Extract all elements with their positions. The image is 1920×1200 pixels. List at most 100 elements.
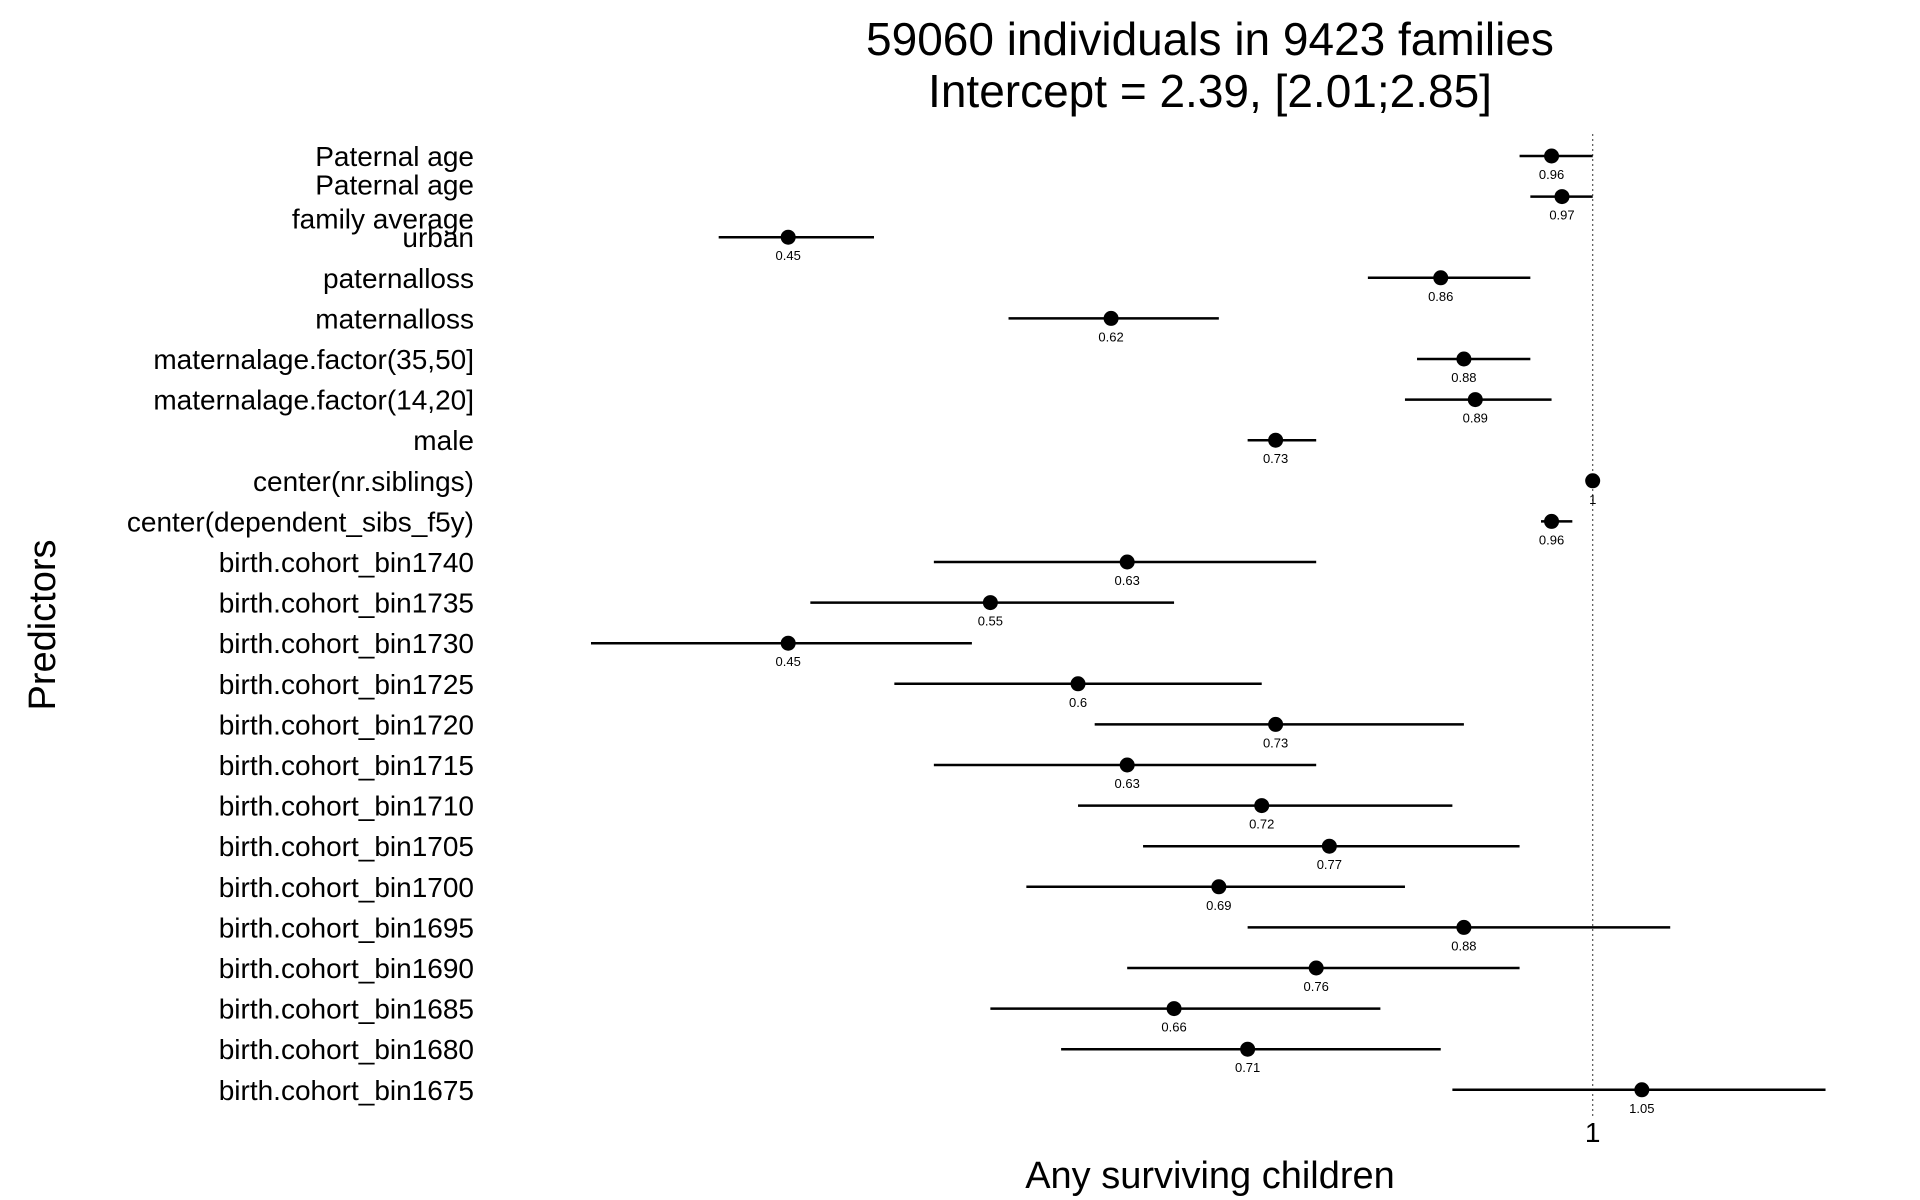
estimate-value-label: 0.63 — [1115, 573, 1140, 588]
estimate-value-label: 1.05 — [1629, 1101, 1654, 1116]
estimate-value-label: 0.73 — [1263, 735, 1288, 750]
predictor-label: birth.cohort_bin1695 — [219, 912, 474, 943]
estimate-value-label: 0.73 — [1263, 451, 1288, 466]
estimate-point — [1321, 838, 1337, 854]
predictor-label: birth.cohort_bin1735 — [219, 588, 474, 619]
estimate-value-label: 0.97 — [1549, 208, 1574, 223]
estimate-value-label: 1 — [1589, 492, 1596, 507]
predictor-row: maternalage.factor(14,20] 0.89 — [153, 385, 1552, 426]
estimate-point — [982, 595, 998, 611]
predictor-label: birth.cohort_bin1725 — [219, 669, 474, 700]
predictor-row: birth.cohort_bin1690 0.76 — [219, 953, 1520, 994]
estimate-point — [1211, 879, 1227, 895]
estimate-value-label: 0.45 — [776, 248, 801, 263]
estimate-point — [1268, 716, 1284, 732]
predictor-label: maternalloss — [315, 303, 474, 334]
predictor-row: birth.cohort_bin1740 0.63 — [219, 547, 1317, 588]
estimate-value-label: 0.86 — [1428, 289, 1453, 304]
predictor-row: Paternal age 0.96 — [315, 141, 1593, 182]
estimate-value-label: 0.66 — [1161, 1020, 1186, 1035]
predictor-row: urban 0.45 — [402, 222, 874, 263]
predictor-row: birth.cohort_bin1685 0.66 — [219, 994, 1381, 1035]
predictor-label: birth.cohort_bin1715 — [219, 750, 474, 781]
predictor-label: male — [413, 425, 474, 456]
predictor-label: Paternal age — [315, 170, 474, 201]
chart-title: 59060 individuals in 9423 families — [866, 13, 1554, 65]
estimate-value-label: 0.62 — [1098, 329, 1123, 344]
estimate-point — [1634, 1082, 1650, 1098]
estimate-value-label: 0.76 — [1304, 979, 1329, 994]
estimate-point — [1456, 351, 1472, 367]
estimate-point — [1070, 676, 1086, 692]
estimate-point — [1544, 148, 1560, 164]
estimate-point — [1554, 189, 1570, 205]
y-axis-title: Predictors — [22, 539, 64, 710]
estimate-point — [780, 229, 796, 245]
estimate-value-label: 0.77 — [1317, 857, 1342, 872]
predictor-label: maternalage.factor(35,50] — [153, 344, 474, 375]
predictor-label: birth.cohort_bin1710 — [219, 791, 474, 822]
predictor-row: birth.cohort_bin1695 0.88 — [219, 912, 1671, 953]
estimate-value-label: 0.71 — [1235, 1060, 1260, 1075]
predictor-row: birth.cohort_bin1720 0.73 — [219, 709, 1464, 750]
predictor-row: birth.cohort_bin1680 0.71 — [219, 1034, 1441, 1075]
predictor-label: paternalloss — [323, 263, 474, 294]
predictor-label: center(dependent_sibs_f5y) — [127, 506, 474, 537]
predictor-row: paternalloss 0.86 — [323, 263, 1531, 304]
predictor-label: Paternal age — [315, 141, 474, 172]
predictor-row: birth.cohort_bin1715 0.63 — [219, 750, 1317, 791]
predictor-label: family average — [292, 204, 474, 235]
predictor-label: birth.cohort_bin1690 — [219, 953, 474, 984]
predictor-row: birth.cohort_bin1730 0.45 — [219, 628, 972, 669]
predictor-row: birth.cohort_bin1710 0.72 — [219, 791, 1453, 832]
x-tick-label: 1 — [1585, 1117, 1601, 1148]
chart-subtitle: Intercept = 2.39, [2.01;2.85] — [928, 65, 1492, 117]
estimate-point — [780, 635, 796, 651]
predictor-label: birth.cohort_bin1730 — [219, 628, 474, 659]
predictor-label: birth.cohort_bin1675 — [219, 1075, 474, 1106]
estimate-value-label: 0.96 — [1539, 532, 1564, 547]
estimate-point — [1456, 919, 1472, 935]
predictor-label: birth.cohort_bin1680 — [219, 1034, 474, 1065]
estimate-point — [1467, 392, 1483, 408]
predictor-label: birth.cohort_bin1720 — [219, 709, 474, 740]
predictor-row: birth.cohort_bin1705 0.77 — [219, 831, 1520, 872]
predictor-row: center(dependent_sibs_f5y) 0.96 — [127, 506, 1573, 547]
estimate-value-label: 0.63 — [1115, 776, 1140, 791]
predictor-row: birth.cohort_bin1700 0.69 — [219, 872, 1405, 913]
predictor-label: center(nr.siblings) — [253, 466, 474, 497]
estimate-point — [1268, 432, 1284, 448]
estimate-value-label: 0.96 — [1539, 167, 1564, 182]
predictor-label: maternalage.factor(14,20] — [153, 385, 474, 416]
predictor-row: center(nr.siblings) 1 — [253, 466, 1601, 507]
estimate-point — [1254, 798, 1270, 814]
estimate-value-label: 0.69 — [1206, 898, 1231, 913]
estimate-value-label: 0.88 — [1451, 938, 1476, 953]
estimate-point — [1308, 960, 1324, 976]
predictor-row: maternalage.factor(35,50] 0.88 — [153, 344, 1531, 385]
predictor-row: birth.cohort_bin1725 0.6 — [219, 669, 1262, 710]
predictor-row: male 0.73 — [413, 425, 1317, 466]
estimate-value-label: 0.55 — [978, 614, 1003, 629]
predictor-label: urban — [402, 222, 474, 253]
predictor-row: maternalloss 0.62 — [315, 303, 1219, 344]
x-axis-title: Any surviving children — [1025, 1155, 1395, 1197]
estimate-point — [1166, 1001, 1182, 1017]
estimate-value-label: 0.89 — [1463, 411, 1488, 426]
predictor-label: birth.cohort_bin1705 — [219, 831, 474, 862]
estimate-point — [1240, 1041, 1256, 1057]
predictor-label: birth.cohort_bin1740 — [219, 547, 474, 578]
estimate-point — [1433, 270, 1449, 286]
estimate-value-label: 0.6 — [1069, 695, 1087, 710]
estimate-point — [1544, 513, 1560, 529]
estimate-value-label: 0.72 — [1249, 817, 1274, 832]
predictor-row: birth.cohort_bin1735 0.55 — [219, 588, 1175, 629]
estimate-value-label: 0.88 — [1451, 370, 1476, 385]
predictor-label: birth.cohort_bin1685 — [219, 994, 474, 1025]
estimate-value-label: 0.45 — [776, 654, 801, 669]
predictor-label: birth.cohort_bin1700 — [219, 872, 474, 903]
estimate-point — [1119, 554, 1135, 570]
